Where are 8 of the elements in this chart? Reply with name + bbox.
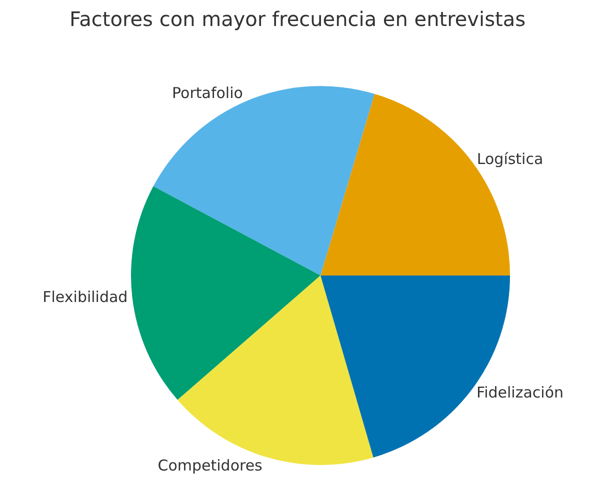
- slice-label: Competidores: [158, 456, 263, 475]
- slice-label: Logística: [476, 150, 544, 168]
- pie-slice: [153, 86, 375, 276]
- chart-title: Factores con mayor frecuencia en entrevistas: [69, 7, 526, 32]
- slice-label: Fidelización: [476, 384, 564, 402]
- slice-label: Flexibilidad: [42, 288, 128, 306]
- pie-slice: [131, 186, 320, 400]
- slice-label: Portafolio: [172, 84, 243, 102]
